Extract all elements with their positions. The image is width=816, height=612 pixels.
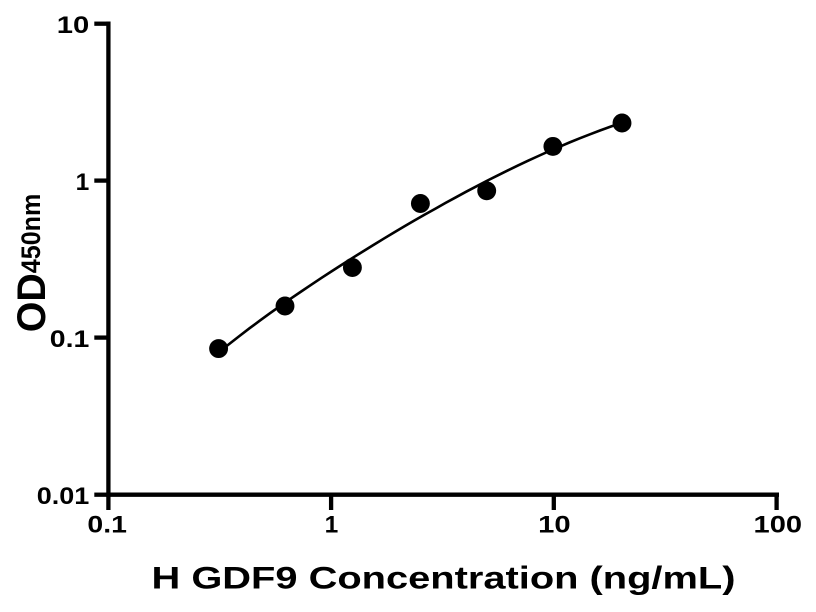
svg-text:0.1: 0.1	[50, 326, 90, 353]
svg-text:1: 1	[76, 169, 90, 196]
svg-text:OD: OD	[10, 273, 54, 332]
svg-text:10: 10	[57, 12, 90, 39]
svg-text:H GDF9 Concentration (ng/mL): H GDF9 Concentration (ng/mL)	[152, 561, 736, 596]
svg-text:450nm: 450nm	[16, 194, 46, 274]
svg-text:1: 1	[325, 512, 339, 539]
svg-text:0.1: 0.1	[87, 512, 127, 539]
svg-text:100: 100	[754, 512, 803, 539]
svg-text:10: 10	[538, 512, 571, 539]
svg-text:0.01: 0.01	[37, 483, 90, 510]
